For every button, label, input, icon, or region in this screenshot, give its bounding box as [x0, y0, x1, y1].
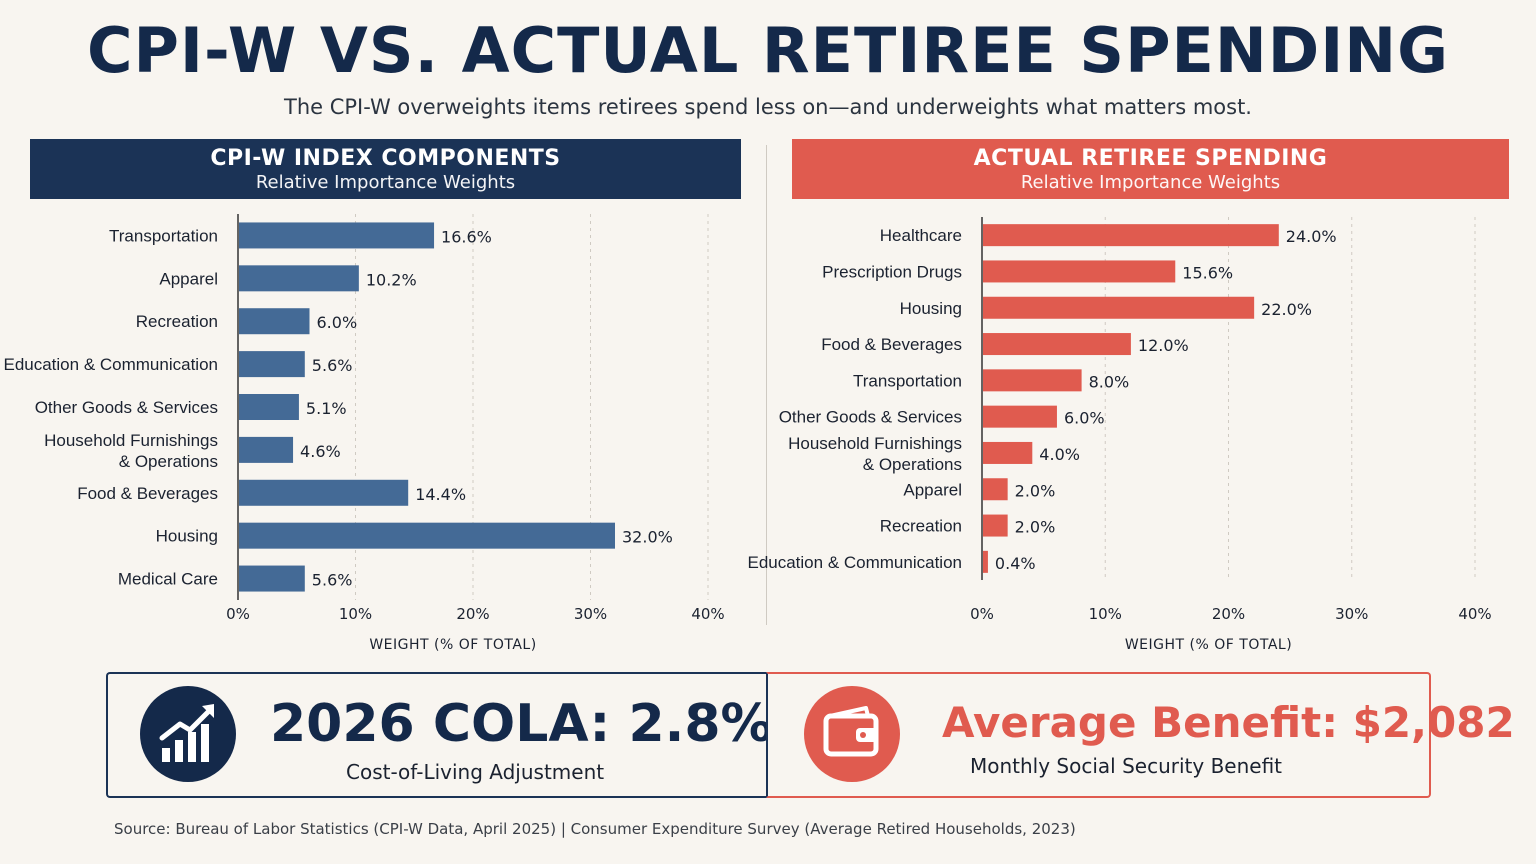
wallet-icon [804, 686, 900, 782]
cpiw-category-label: Other Goods & Services [35, 398, 218, 417]
retiree-category-label: Transportation [853, 371, 962, 390]
cola-headline: 2026 COLA: 2.8% [270, 694, 773, 754]
retiree-category-label: Prescription Drugs [822, 262, 962, 281]
cpiw-tick-label: 0% [226, 605, 250, 623]
benefit-stat-card: Average Benefit: $2,082 Monthly Social S… [766, 672, 1515, 798]
cpiw-category-label: Recreation [136, 312, 218, 331]
cpiw-value-label: 14.4% [415, 485, 466, 504]
retiree-value-label: 15.6% [1182, 263, 1233, 282]
cpiw-panel-header: CPI-W INDEX COMPONENTS Relative Importan… [30, 139, 741, 199]
cpiw-bar [239, 436, 294, 463]
retiree-value-label: 6.0% [1064, 409, 1105, 428]
retiree-category-label: Recreation [880, 517, 962, 536]
cpiw-category-label: Household Furnishings & Operations [44, 431, 218, 471]
retiree-panel-subtitle: Relative Importance Weights [1020, 172, 1281, 193]
retiree-value-label: 22.0% [1261, 300, 1312, 319]
retiree-category-label: Education & Communication [747, 553, 962, 572]
benefit-headline: Average Benefit: $2,082 [942, 698, 1515, 747]
cpiw-bar [239, 394, 299, 420]
cpiw-category-label: Transportation [109, 226, 218, 245]
cpiw-panel-title: CPI-W INDEX COMPONENTS [210, 146, 561, 171]
source-citation: Source: Bureau of Labor Statistics (CPI-… [114, 820, 1076, 838]
cpiw-category-label: Medical Care [118, 570, 218, 589]
retiree-value-label: 2.0% [1015, 481, 1056, 500]
retiree-bar [983, 441, 1033, 464]
retiree-panel-header: ACTUAL RETIREE SPENDING Relative Importa… [792, 139, 1509, 199]
cpiw-panel-subtitle: Relative Importance Weights [255, 172, 516, 193]
cpiw-bar [239, 308, 310, 335]
cpiw-value-label: 5.6% [312, 571, 353, 590]
retiree-tick-label: 10% [1089, 605, 1122, 623]
cola-stat-card: 2026 COLA: 2.8% Cost-of-Living Adjustmen… [106, 672, 773, 798]
retiree-tick-label: 20% [1212, 605, 1245, 623]
cpiw-tick-label: 40% [691, 605, 724, 623]
retiree-bar [983, 478, 1008, 501]
cpiw-bar [239, 565, 305, 592]
retiree-tick-label: 0% [970, 605, 994, 623]
cpiw-category-label: Housing [156, 527, 218, 546]
cpiw-tick-label: 20% [456, 605, 489, 623]
retiree-value-label: 2.0% [1015, 518, 1056, 537]
retiree-tick-label: 30% [1335, 605, 1368, 623]
retiree-category-label: Housing [900, 299, 962, 318]
retiree-category-label: Healthcare [880, 226, 962, 245]
cpiw-bar [239, 479, 409, 506]
retiree-value-label: 24.0% [1286, 227, 1337, 246]
benefit-caption: Monthly Social Security Benefit [970, 754, 1283, 778]
retiree-bar [983, 514, 1008, 537]
retiree-bar [983, 333, 1131, 356]
panel-divider [766, 145, 767, 625]
retiree-bar [983, 550, 988, 573]
cpiw-x-axis-title: WEIGHT (% OF TOTAL) [369, 637, 536, 653]
retiree-bar [983, 369, 1082, 392]
cpiw-tick-label: 10% [339, 605, 372, 623]
retiree-panel-title: ACTUAL RETIREE SPENDING [973, 146, 1328, 171]
cpiw-value-label: 5.1% [306, 399, 347, 418]
cpiw-category-label: Education & Communication [3, 355, 218, 374]
retiree-tick-label: 40% [1458, 605, 1491, 623]
retiree-category-label: Apparel [903, 480, 962, 499]
retiree-value-label: 12.0% [1138, 336, 1189, 355]
cpiw-bar [239, 351, 305, 378]
cpiw-bar [239, 265, 359, 292]
cpiw-bar [239, 222, 435, 249]
retiree-category-label: Other Goods & Services [779, 408, 962, 427]
retiree-bar [983, 405, 1057, 428]
cpiw-value-label: 32.0% [622, 528, 673, 547]
retiree-bar [983, 296, 1255, 319]
retiree-value-label: 4.0% [1039, 445, 1080, 464]
cpiw-category-label: Food & Beverages [77, 484, 218, 503]
cpiw-value-label: 4.6% [300, 442, 341, 461]
cpiw-tick-label: 30% [574, 605, 607, 623]
retiree-category-label: Household Furnishings & Operations [788, 434, 962, 474]
page-title: CPI-W VS. ACTUAL RETIREE SPENDING [86, 14, 1450, 87]
retiree-bar [983, 260, 1176, 283]
cola-caption: Cost-of-Living Adjustment [346, 760, 605, 784]
cpiw-bar-chart: 0% 10% 20% 30% 40% 16.6% Transportation 10.2% Ap… [3, 214, 725, 653]
cpiw-value-label: 16.6% [441, 227, 492, 246]
rising-bar-chart-icon [140, 686, 236, 782]
retiree-category-label: Food & Beverages [821, 335, 962, 354]
cpiw-value-label: 6.0% [317, 313, 358, 332]
cpiw-category-label: Apparel [159, 269, 218, 288]
page-subtitle: The CPI-W overweights items retirees spe… [284, 95, 1252, 119]
retiree-value-label: 0.4% [995, 554, 1036, 573]
retiree-x-axis-title: WEIGHT (% OF TOTAL) [1125, 637, 1292, 653]
retiree-bar-chart: 0% 10% 20% 30% 40% 24.0% Healthcare 15.6% Prescr… [747, 217, 1492, 653]
cpiw-value-label: 10.2% [366, 270, 417, 289]
cpiw-bar [239, 522, 615, 549]
cpiw-value-label: 5.6% [312, 356, 353, 375]
retiree-value-label: 8.0% [1089, 372, 1130, 391]
retiree-bar [983, 224, 1279, 247]
